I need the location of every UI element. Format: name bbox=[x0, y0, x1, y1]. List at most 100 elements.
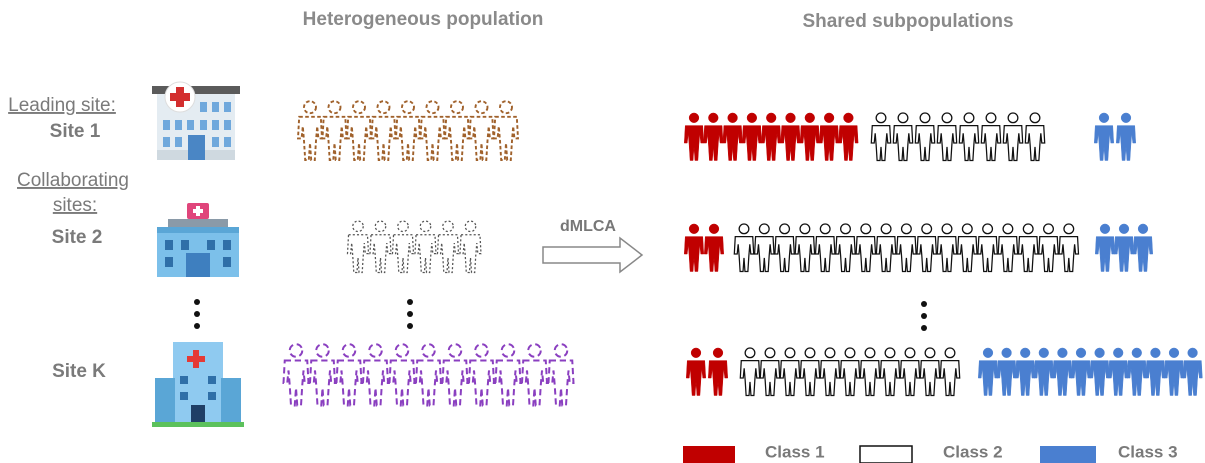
hospital-icon bbox=[152, 342, 244, 427]
person-icon bbox=[781, 113, 800, 161]
person-icon bbox=[704, 113, 723, 161]
person-icon bbox=[390, 344, 415, 405]
legend-label: Class 2 bbox=[943, 442, 1003, 461]
person-icon bbox=[1018, 224, 1037, 272]
person-icon bbox=[416, 344, 441, 405]
person-icon bbox=[1015, 348, 1034, 396]
person-icon bbox=[370, 221, 391, 272]
person-icon bbox=[839, 113, 858, 161]
person-icon bbox=[1090, 348, 1109, 396]
person-icon bbox=[445, 101, 469, 160]
person-icon bbox=[740, 348, 759, 396]
person-icon bbox=[1059, 224, 1078, 272]
person-icon bbox=[734, 224, 753, 272]
person-icon bbox=[871, 113, 890, 161]
person-icon bbox=[897, 224, 916, 272]
person-icon bbox=[323, 101, 347, 160]
legend-label: Class 1 bbox=[765, 442, 825, 461]
person-icon bbox=[915, 113, 934, 161]
person-icon bbox=[940, 348, 959, 396]
site-role: Collaborating bbox=[17, 170, 129, 191]
person-icon bbox=[998, 224, 1017, 272]
person-icon bbox=[836, 224, 855, 272]
person-icon bbox=[470, 101, 494, 160]
person-icon bbox=[1095, 224, 1114, 272]
person-icon bbox=[460, 221, 481, 272]
person-icon bbox=[900, 348, 919, 396]
site-role: sites: bbox=[53, 195, 97, 216]
site-name: Site K bbox=[52, 361, 106, 382]
person-icon bbox=[310, 344, 335, 405]
person-icon bbox=[372, 101, 396, 160]
legend-swatch bbox=[860, 446, 912, 463]
person-icon bbox=[1164, 348, 1183, 396]
site-role: Leading site: bbox=[8, 95, 116, 116]
person-icon bbox=[876, 224, 895, 272]
person-icon bbox=[819, 113, 838, 161]
person-icon bbox=[396, 101, 420, 160]
person-icon bbox=[742, 113, 761, 161]
person-icon bbox=[755, 224, 774, 272]
person-icon bbox=[1133, 224, 1152, 272]
person-icon bbox=[469, 344, 494, 405]
person-icon bbox=[298, 101, 322, 160]
person-icon bbox=[421, 101, 445, 160]
person-icon bbox=[920, 348, 939, 396]
person-icon bbox=[1183, 348, 1202, 396]
person-icon bbox=[762, 113, 781, 161]
header-heterogeneous: Heterogeneous population bbox=[303, 9, 544, 30]
hospital-icon bbox=[152, 82, 240, 160]
person-icon bbox=[1025, 113, 1044, 161]
person-icon bbox=[337, 344, 362, 405]
diagram: Heterogeneous population Shared subpopul… bbox=[0, 0, 1205, 463]
people bbox=[284, 101, 1203, 405]
person-icon bbox=[284, 344, 309, 405]
person-icon bbox=[937, 224, 956, 272]
header-shared: Shared subpopulations bbox=[802, 11, 1013, 32]
arrow bbox=[543, 238, 642, 272]
person-icon bbox=[1094, 113, 1113, 161]
person-icon bbox=[775, 224, 794, 272]
person-icon bbox=[443, 344, 468, 405]
person-icon bbox=[840, 348, 859, 396]
person-icon bbox=[723, 113, 742, 161]
person-icon bbox=[1039, 224, 1058, 272]
person-icon bbox=[978, 348, 997, 396]
person-icon bbox=[686, 348, 705, 396]
person-icon bbox=[363, 344, 388, 405]
person-icon bbox=[917, 224, 936, 272]
ellipsis bbox=[194, 299, 927, 331]
person-icon bbox=[684, 224, 703, 272]
person-icon bbox=[856, 224, 875, 272]
person-icon bbox=[496, 344, 521, 405]
person-icon bbox=[1127, 348, 1146, 396]
person-icon bbox=[704, 224, 723, 272]
person-icon bbox=[997, 348, 1016, 396]
person-icon bbox=[937, 113, 956, 161]
person-icon bbox=[800, 113, 819, 161]
person-icon bbox=[1053, 348, 1072, 396]
person-icon bbox=[1071, 348, 1090, 396]
person-icon bbox=[1034, 348, 1053, 396]
person-icon bbox=[880, 348, 899, 396]
person-icon bbox=[958, 224, 977, 272]
legend-swatch bbox=[683, 446, 735, 463]
person-icon bbox=[893, 113, 912, 161]
person-icon bbox=[959, 113, 978, 161]
person-icon bbox=[393, 221, 414, 272]
person-icon bbox=[708, 348, 727, 396]
person-icon bbox=[978, 224, 997, 272]
person-icon bbox=[800, 348, 819, 396]
person-icon bbox=[1003, 113, 1022, 161]
site-name: Site 1 bbox=[50, 121, 101, 142]
person-icon bbox=[348, 221, 369, 272]
person-icon bbox=[780, 348, 799, 396]
method-label: dMLCA bbox=[560, 218, 616, 235]
person-icon bbox=[816, 224, 835, 272]
person-icon bbox=[1146, 348, 1165, 396]
legend-swatch bbox=[1040, 446, 1096, 463]
person-icon bbox=[981, 113, 1000, 161]
person-icon bbox=[438, 221, 459, 272]
person-icon bbox=[760, 348, 779, 396]
person-icon bbox=[684, 113, 703, 161]
